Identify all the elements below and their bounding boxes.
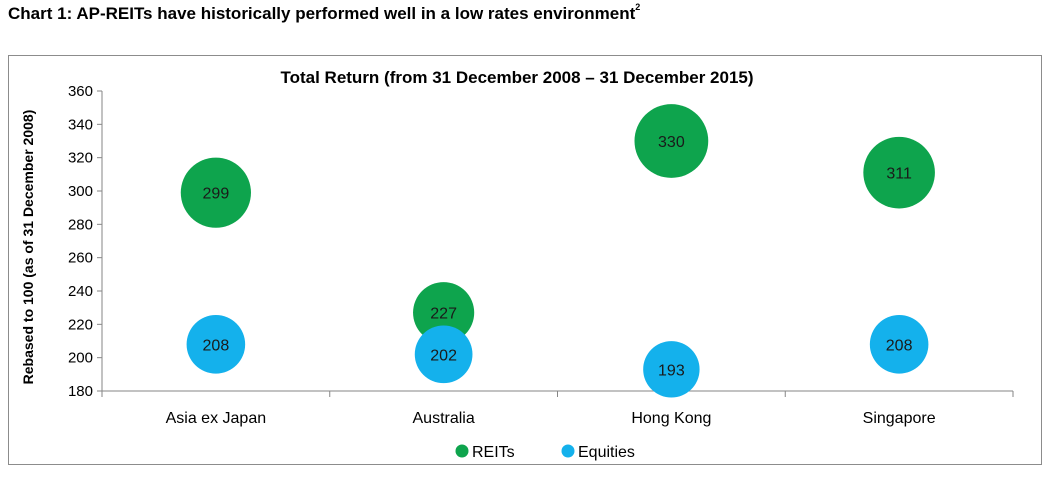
data-label: 330 [658,134,685,151]
y-axis-label: Rebased to 100 (as of 31 December 2008) [20,110,36,385]
bubble-equities [186,315,246,374]
y-tick-label: 200 [68,350,93,367]
data-label: 202 [430,347,457,364]
data-label: 299 [203,186,230,203]
legend-label-reits: REITs [472,444,515,461]
y-tick-label: 220 [68,316,93,333]
y-tick-label: 360 [68,83,93,100]
x-tick-label: Hong Kong [631,410,711,427]
data-label: 193 [658,362,685,379]
x-tick-label: Asia ex Japan [166,410,267,427]
y-tick-label: 280 [68,216,93,233]
y-tick-label: 340 [68,116,93,133]
chart-title: Total Return (from 31 December 2008 – 31… [280,68,753,87]
data-label: 208 [203,337,230,354]
data-label: 208 [886,337,913,354]
bubble-equities [643,341,700,398]
data-label: 227 [430,306,457,323]
legend-marker-equities [561,444,575,458]
legend-marker-reits [455,444,469,458]
y-tick-label: 180 [68,383,93,400]
y-tick-label: 260 [68,250,93,267]
footnote-marker: 2 [635,2,641,13]
x-tick-label: Australia [413,410,475,427]
bubble-reits [413,282,475,344]
bubble-equities [869,315,929,374]
axes: 180 200 220 240 260 280 300 320 340 360 Asia ex Ja… [68,83,1014,427]
chart-frame [8,55,1042,465]
y-tick-label: 240 [68,283,93,300]
bubble-equities [414,325,473,384]
data-label: 311 [886,166,912,183]
bubbles: 299 227 330 311 208 202 193 208 [180,104,935,398]
legend-label-equities: Equities [578,444,635,461]
bubble-reits [634,104,709,178]
y-tick-label: 320 [68,150,93,167]
bubble-reits [863,136,935,209]
legend: REITs Equities [455,444,635,461]
y-tick-label: 300 [68,183,93,200]
bubble-reits [180,157,251,228]
x-tick-label: Singapore [863,410,936,427]
page-heading: Chart 1: AP-REITs have historically perf… [8,2,641,24]
page-heading-text: Chart 1: AP-REITs have historically perf… [8,4,636,23]
